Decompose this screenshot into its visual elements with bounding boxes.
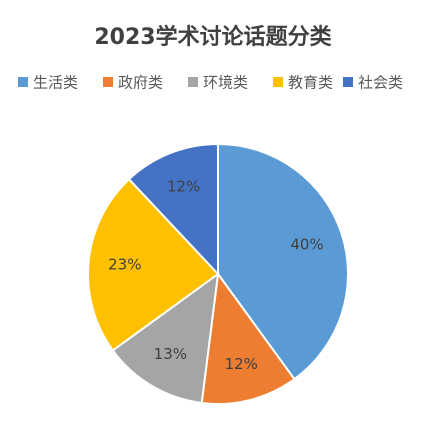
legend-swatch: [103, 77, 113, 87]
pie-slice: [111, 271, 220, 405]
chart-title: 2023学术讨论话题分类: [94, 24, 332, 50]
value-label: 12%: [167, 177, 200, 195]
legend-label: 生活类: [33, 74, 78, 92]
legend-label: 环境类: [203, 74, 248, 92]
value-label: 13%: [154, 345, 187, 363]
pie-slice: [217, 142, 349, 381]
legend-swatch: [18, 77, 28, 87]
value-label: 23%: [108, 256, 141, 274]
legend-swatch: [188, 77, 198, 87]
pie-slice: [87, 177, 220, 352]
legend-label: 教育类: [288, 74, 333, 92]
pie-slice: [200, 271, 296, 405]
value-label: 40%: [290, 236, 323, 254]
legend-label: 社会类: [358, 74, 403, 92]
value-label: 12%: [225, 355, 258, 373]
legend-swatch: [343, 77, 353, 87]
legend-swatch: [273, 77, 283, 87]
legend-label: 政府类: [118, 74, 163, 92]
pie-slice: [127, 142, 219, 277]
